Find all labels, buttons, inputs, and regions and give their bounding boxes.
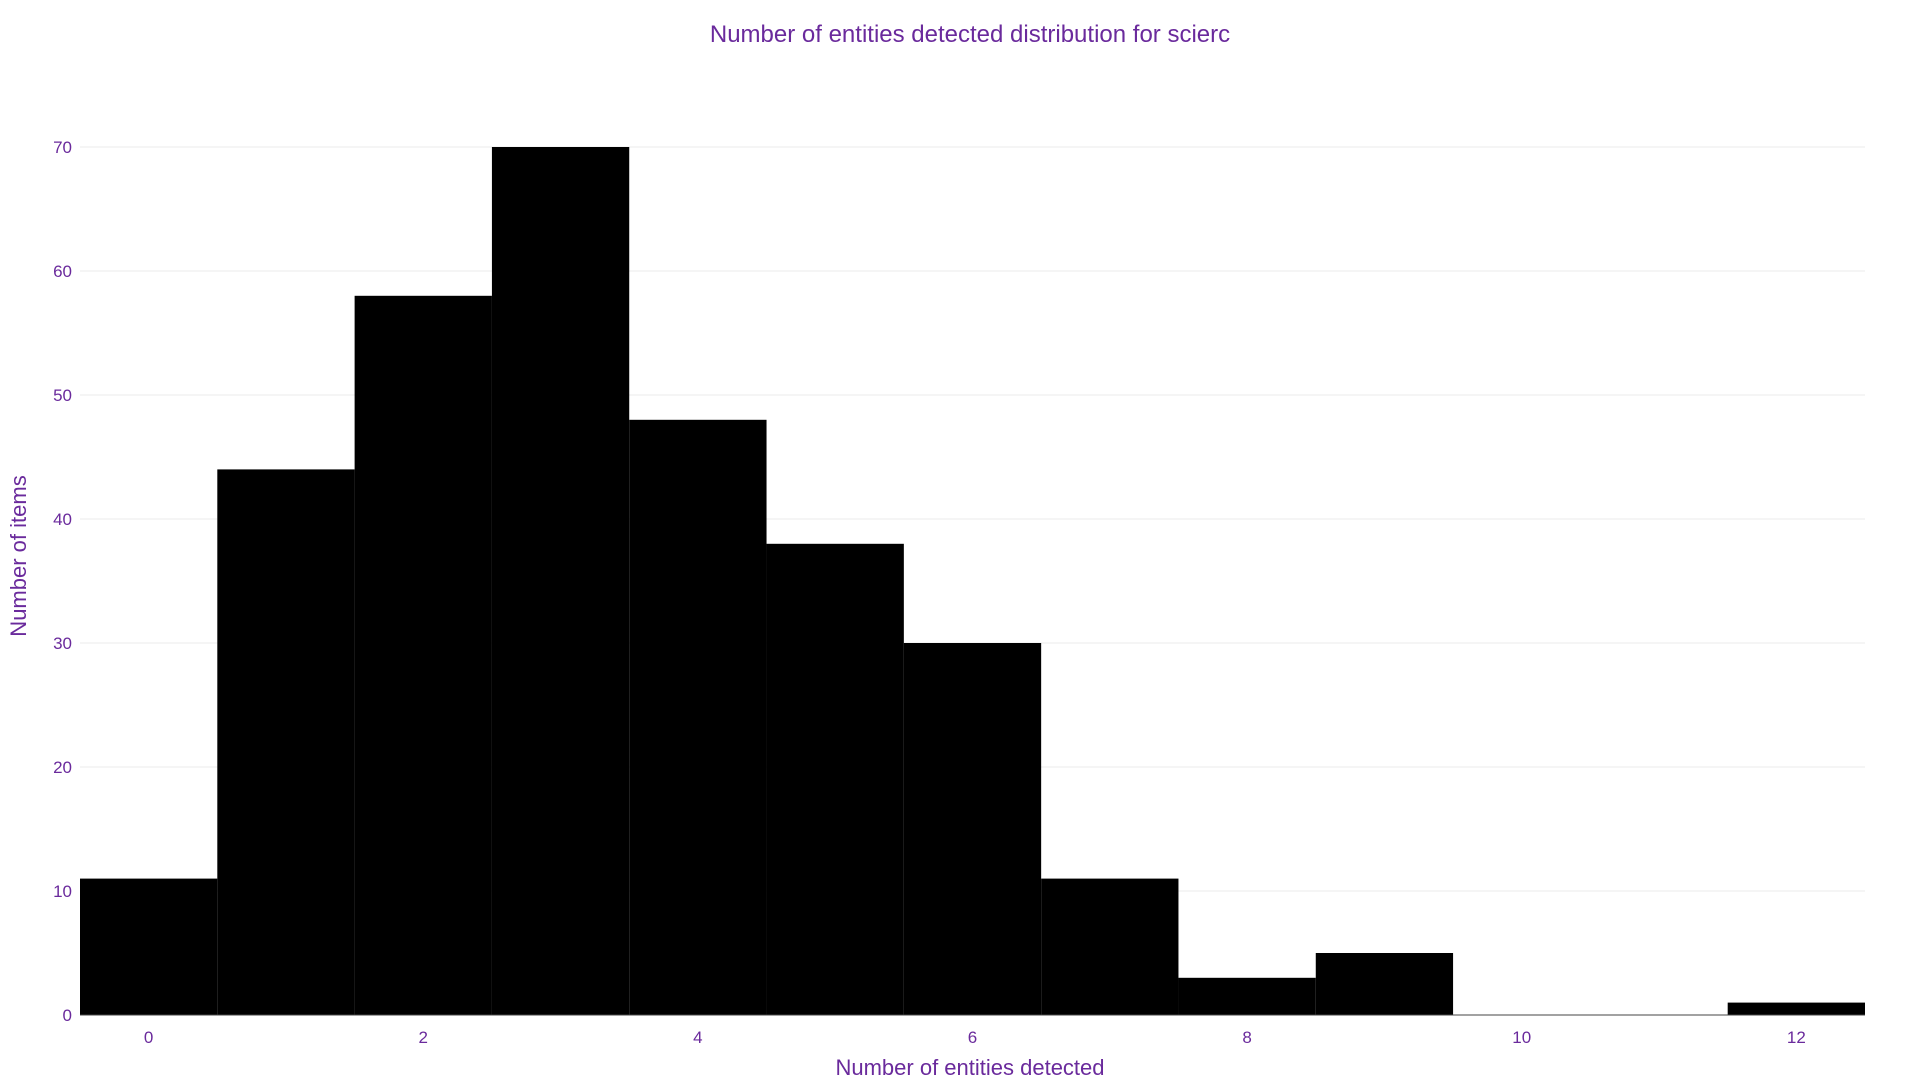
histogram-bar: [354, 295, 492, 1015]
x-tick-label: 8: [1242, 1028, 1251, 1047]
axes: 0 10 20 30 40 50 60 70 0 2 4 6 8 10 12: [53, 138, 1865, 1047]
histogram-bar: [629, 419, 767, 1015]
histogram-bar: [217, 469, 355, 1015]
histogram-bar: [903, 643, 1042, 1015]
chart-title: Number of entities detected distribution…: [710, 21, 1230, 48]
x-axis-label: Number of entities detected: [835, 1055, 1104, 1080]
histogram-bar: [1178, 977, 1316, 1015]
y-tick-label: 20: [53, 758, 72, 777]
x-tick-label: 4: [693, 1028, 702, 1047]
histogram-bar: [1041, 878, 1179, 1015]
x-tick-label: 6: [968, 1028, 977, 1047]
y-tick-label: 60: [53, 262, 72, 281]
histogram-bar: [1727, 1002, 1865, 1015]
histogram-bar: [766, 543, 904, 1015]
y-tick-label: 40: [53, 510, 72, 529]
y-tick-label: 10: [53, 882, 72, 901]
x-tick-label: 10: [1512, 1028, 1531, 1047]
y-tick-label: 30: [53, 634, 72, 653]
y-tick-label: 50: [53, 386, 72, 405]
x-tick-label: 2: [419, 1028, 428, 1047]
y-tick-label: 0: [63, 1006, 72, 1025]
histogram-bar: [80, 878, 218, 1015]
y-tick-label: 70: [53, 138, 72, 157]
x-tick-label: 0: [144, 1028, 153, 1047]
histogram-bar: [1315, 953, 1454, 1015]
bars: [80, 147, 1865, 1015]
x-tick-label: 12: [1787, 1028, 1806, 1047]
y-axis-label: Number of items: [6, 475, 31, 636]
histogram-bar: [491, 147, 630, 1015]
